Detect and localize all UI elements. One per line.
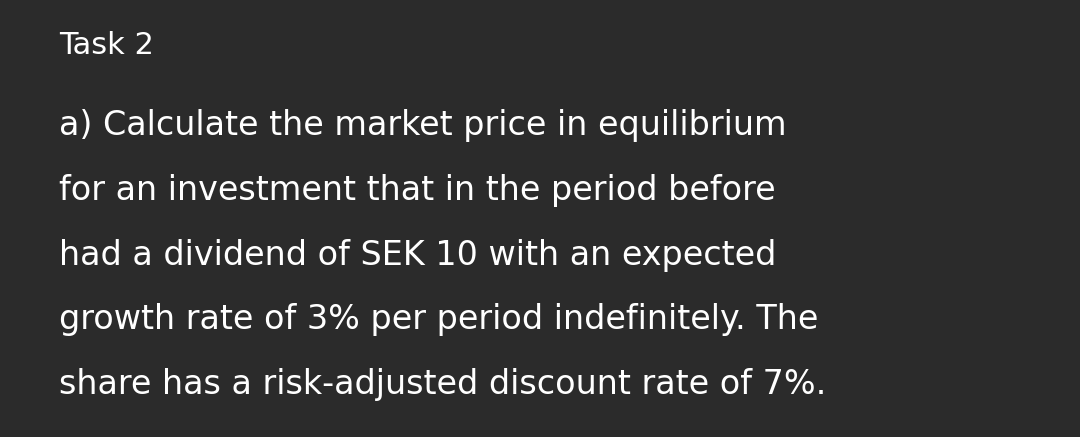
Text: share has a risk-adjusted discount rate of 7%.: share has a risk-adjusted discount rate …: [59, 368, 827, 401]
Text: for an investment that in the period before: for an investment that in the period bef…: [59, 174, 777, 207]
Text: growth rate of 3% per period indefinitely. The: growth rate of 3% per period indefinitel…: [59, 303, 819, 336]
Text: had a dividend of SEK 10 with an expected: had a dividend of SEK 10 with an expecte…: [59, 239, 777, 272]
Text: a) Calculate the market price in equilibrium: a) Calculate the market price in equilib…: [59, 109, 787, 142]
Text: Task 2: Task 2: [59, 31, 154, 59]
